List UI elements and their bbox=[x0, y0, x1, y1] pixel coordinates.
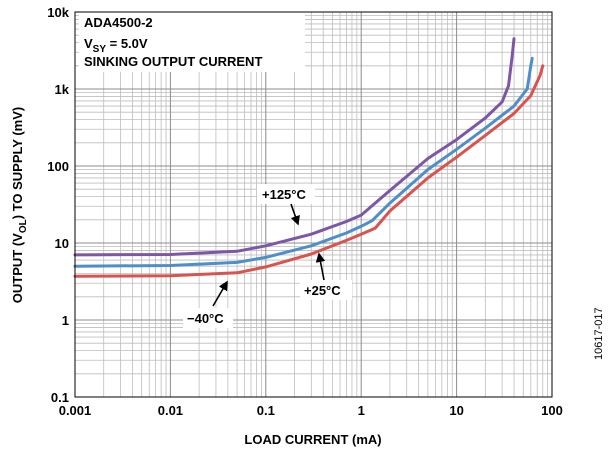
annotation-25-bg bbox=[300, 280, 352, 300]
x-tick-label: 0.1 bbox=[257, 403, 275, 418]
x-tick-label: 100 bbox=[541, 403, 563, 418]
supply-symbol: V bbox=[84, 36, 93, 51]
y-axis-label-subscript: OL bbox=[18, 219, 29, 233]
x-tick-label: 10 bbox=[449, 403, 463, 418]
chart-title-line-2: VSY = 5.0V bbox=[84, 36, 148, 55]
y-tick-label: 10k bbox=[47, 5, 69, 20]
annotation-25-label: +25°C bbox=[304, 283, 341, 298]
annotation-m40-label: −40°C bbox=[187, 311, 224, 326]
y-axis-label-part-3: ) TO SUPPLY (mV) bbox=[10, 107, 25, 219]
plot-frame bbox=[74, 11, 553, 398]
x-tick-labels: 0.001 0.01 0.1 1 10 100 bbox=[59, 403, 563, 418]
x-tick-label: 0.001 bbox=[59, 403, 92, 418]
y-tick-label: 100 bbox=[47, 159, 69, 174]
y-tick-label: 1k bbox=[55, 82, 70, 97]
series-line-2 bbox=[73, 56, 534, 268]
minor-grid bbox=[75, 12, 552, 397]
title-box bbox=[79, 12, 305, 72]
y-axis-label-part-1: OUTPUT (V bbox=[10, 233, 25, 303]
chart-title-line-1: ADA4500-2 bbox=[84, 15, 153, 30]
supply-subscript: SY bbox=[93, 44, 107, 55]
y-axis-label: OUTPUT (VOL) TO SUPPLY (mV) bbox=[10, 107, 29, 303]
y-tick-label: 10 bbox=[55, 236, 69, 251]
y-tick-labels: 0.1 1 10 100 1k 10k bbox=[47, 5, 69, 405]
x-tick-label: 1 bbox=[358, 403, 365, 418]
annotation-25-arrow bbox=[315, 252, 326, 281]
x-tick-label: 0.01 bbox=[158, 403, 183, 418]
annotation-m40-bg bbox=[183, 308, 233, 328]
y-tick-label: 1 bbox=[62, 313, 69, 328]
annotation-125-bg bbox=[257, 184, 315, 204]
supply-value: = 5.0V bbox=[106, 36, 148, 51]
series-group bbox=[73, 37, 545, 278]
annotation-125-arrow bbox=[290, 203, 300, 226]
y-tick-label: 0.1 bbox=[51, 390, 69, 405]
x-axis-label: LOAD CURRENT (mA) bbox=[244, 432, 381, 447]
series-line-3 bbox=[73, 64, 545, 278]
series-line-1 bbox=[73, 37, 516, 257]
figure-id: 10617-017 bbox=[593, 307, 605, 360]
annotation-125-label: +125°C bbox=[262, 187, 306, 202]
chart-title-line-3: SINKING OUTPUT CURRENT bbox=[84, 54, 262, 69]
annotation-m40-arrow bbox=[212, 280, 228, 307]
